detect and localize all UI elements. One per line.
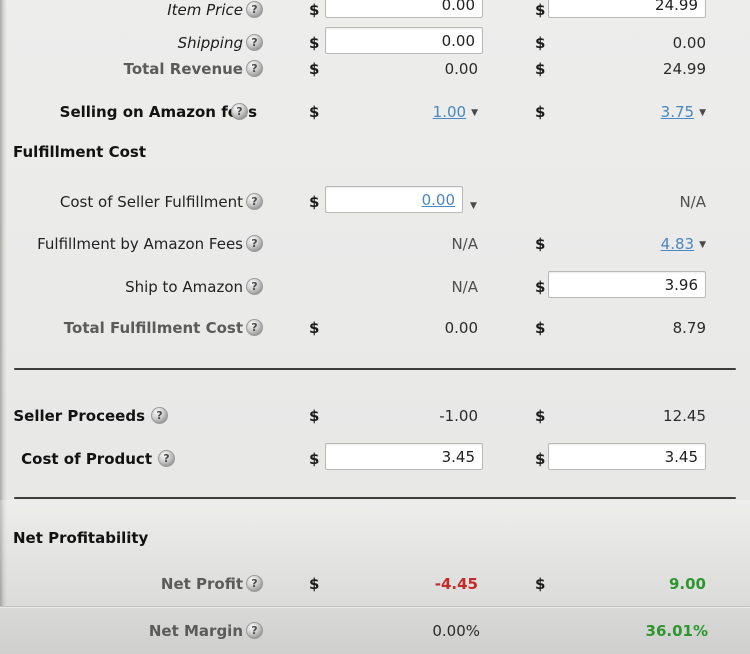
seller-proceeds-your-value: -1.00 bbox=[439, 407, 478, 425]
help-icon[interactable]: ? bbox=[231, 103, 248, 120]
divider bbox=[14, 368, 736, 370]
total-revenue-label: Total Revenue bbox=[123, 60, 243, 78]
row-shipping: Shipping ? $ $ 0.00 bbox=[0, 27, 750, 54]
row-net-profit: Net Profit ? $ -4.45 $ 9.00 bbox=[0, 574, 750, 594]
selling-fees-your-cell: 1.00 ▼ bbox=[433, 102, 478, 125]
total-fulfillment-cost-label: Total Fulfillment Cost bbox=[63, 319, 243, 337]
currency-symbol: $ bbox=[535, 60, 546, 78]
help-icon[interactable]: ? bbox=[246, 60, 263, 77]
currency-symbol: $ bbox=[535, 103, 546, 121]
help-icon[interactable]: ? bbox=[246, 193, 263, 210]
item-price-amazon-input[interactable] bbox=[548, 0, 706, 18]
shipping-amazon-value: 0.00 bbox=[672, 34, 706, 52]
divider bbox=[14, 497, 736, 499]
currency-symbol: $ bbox=[535, 34, 546, 52]
help-icon[interactable]: ? bbox=[246, 34, 263, 51]
cost-of-product-your-input[interactable] bbox=[325, 443, 483, 470]
net-profit-label: Net Profit bbox=[160, 575, 243, 593]
row-total-fulfillment-cost: Total Fulfillment Cost ? $ 0.00 $ 8.79 bbox=[0, 318, 750, 338]
row-selling-fees: Selling on Amazon fees ? $ 1.00 ▼ $ 3.75… bbox=[0, 102, 750, 122]
currency-symbol: $ bbox=[309, 407, 320, 425]
help-icon[interactable]: ? bbox=[246, 319, 263, 336]
chevron-down-icon[interactable]: ▼ bbox=[699, 108, 706, 118]
total-revenue-your-value: 0.00 bbox=[444, 60, 478, 78]
currency-symbol: $ bbox=[309, 34, 320, 52]
item-price-your-input[interactable] bbox=[325, 0, 483, 18]
row-net-margin: Net Margin ? 0.00% 36.01% bbox=[0, 621, 750, 641]
total-revenue-amazon-value: 24.99 bbox=[663, 60, 706, 78]
currency-symbol: $ bbox=[535, 575, 546, 593]
help-icon[interactable]: ? bbox=[246, 235, 263, 252]
cost-seller-fulfillment-link[interactable]: 0.00 bbox=[421, 190, 455, 209]
row-cost-of-product: Cost of Product ? $ $ bbox=[0, 443, 750, 470]
seller-proceeds-label: Seller Proceeds bbox=[13, 407, 145, 425]
ship-to-amazon-your-value: N/A bbox=[451, 278, 478, 296]
currency-symbol: $ bbox=[309, 575, 320, 593]
selling-fees-amazon-link[interactable]: 3.75 bbox=[660, 103, 695, 121]
currency-symbol: $ bbox=[535, 1, 546, 19]
row-item-price: Item Price ? $ $ bbox=[0, 0, 750, 20]
fba-fees-amazon-cell: 4.83 ▼ bbox=[661, 234, 706, 257]
help-icon[interactable]: ? bbox=[151, 407, 168, 424]
fulfillment-cost-heading: Fulfillment Cost bbox=[13, 143, 147, 161]
row-total-revenue: Total Revenue ? $ 0.00 $ 24.99 bbox=[0, 59, 750, 79]
cost-seller-fulfillment-label: Cost of Seller Fulfillment bbox=[59, 193, 243, 211]
cost-of-product-label: Cost of Product bbox=[21, 450, 152, 468]
currency-symbol: $ bbox=[535, 319, 546, 337]
shipping-label: Shipping bbox=[177, 34, 243, 52]
shipping-your-input[interactable] bbox=[325, 27, 483, 54]
selling-fees-amazon-cell: 3.75 ▼ bbox=[661, 102, 706, 125]
fba-fees-your-value: N/A bbox=[451, 235, 478, 253]
seller-proceeds-amazon-value: 12.45 bbox=[663, 407, 706, 425]
currency-symbol: $ bbox=[535, 278, 546, 296]
help-icon[interactable]: ? bbox=[246, 575, 263, 592]
currency-symbol: $ bbox=[309, 60, 320, 78]
row-seller-proceeds: Seller Proceeds ? $ -1.00 $ 12.45 bbox=[0, 406, 750, 426]
row-cost-seller-fulfillment: Cost of Seller Fulfillment ? $ 0.00 ▼ N/… bbox=[0, 186, 750, 213]
currency-symbol: $ bbox=[309, 193, 320, 211]
help-icon[interactable]: ? bbox=[246, 1, 263, 18]
currency-symbol: $ bbox=[309, 319, 320, 337]
cost-of-product-amazon-input[interactable] bbox=[548, 443, 706, 470]
net-profit-your-value: -4.45 bbox=[434, 575, 478, 593]
currency-symbol: $ bbox=[309, 1, 320, 19]
row-fba-fees: Fulfillment by Amazon Fees ? N/A $ 4.83 … bbox=[0, 234, 750, 254]
row-fulfillment-cost-header: Fulfillment Cost bbox=[0, 142, 750, 162]
chevron-down-icon[interactable]: ▼ bbox=[471, 108, 478, 118]
chevron-down-icon[interactable]: ▼ bbox=[699, 240, 706, 250]
ship-to-amazon-label: Ship to Amazon bbox=[125, 278, 243, 296]
currency-symbol: $ bbox=[309, 103, 320, 121]
currency-symbol: $ bbox=[535, 235, 546, 253]
net-profit-amazon-value: 9.00 bbox=[668, 575, 706, 593]
selling-fees-your-link[interactable]: 1.00 bbox=[432, 103, 467, 121]
fba-fees-label: Fulfillment by Amazon Fees bbox=[37, 235, 243, 253]
chevron-down-icon[interactable]: ▼ bbox=[470, 201, 477, 211]
net-margin-band: Net Margin ? 0.00% 36.01% bbox=[0, 606, 750, 654]
net-margin-amazon-value: 36.01% bbox=[645, 622, 708, 640]
row-net-profitability-header: Net Profitability bbox=[0, 528, 750, 548]
fba-fees-amazon-link[interactable]: 4.83 bbox=[660, 235, 695, 253]
help-icon[interactable]: ? bbox=[246, 622, 263, 639]
item-price-label: Item Price bbox=[167, 1, 243, 19]
currency-symbol: $ bbox=[535, 407, 546, 425]
net-margin-label: Net Margin bbox=[148, 622, 243, 640]
currency-symbol: $ bbox=[535, 450, 546, 468]
row-ship-to-amazon: Ship to Amazon ? N/A $ bbox=[0, 271, 750, 298]
help-icon[interactable]: ? bbox=[158, 450, 175, 467]
selling-fees-label: Selling on Amazon fees bbox=[59, 103, 257, 121]
currency-symbol: $ bbox=[309, 450, 320, 468]
cost-seller-fulfillment-input[interactable]: 0.00 bbox=[325, 186, 463, 213]
help-icon[interactable]: ? bbox=[246, 278, 263, 295]
net-profitability-heading: Net Profitability bbox=[13, 529, 149, 547]
net-margin-your-value: 0.00% bbox=[432, 622, 480, 640]
cost-seller-fulfillment-amazon-value: N/A bbox=[679, 193, 706, 211]
total-fulfillment-cost-your-value: 0.00 bbox=[444, 319, 478, 337]
ship-to-amazon-input[interactable] bbox=[548, 271, 706, 298]
total-fulfillment-cost-amazon-value: 8.79 bbox=[672, 319, 706, 337]
